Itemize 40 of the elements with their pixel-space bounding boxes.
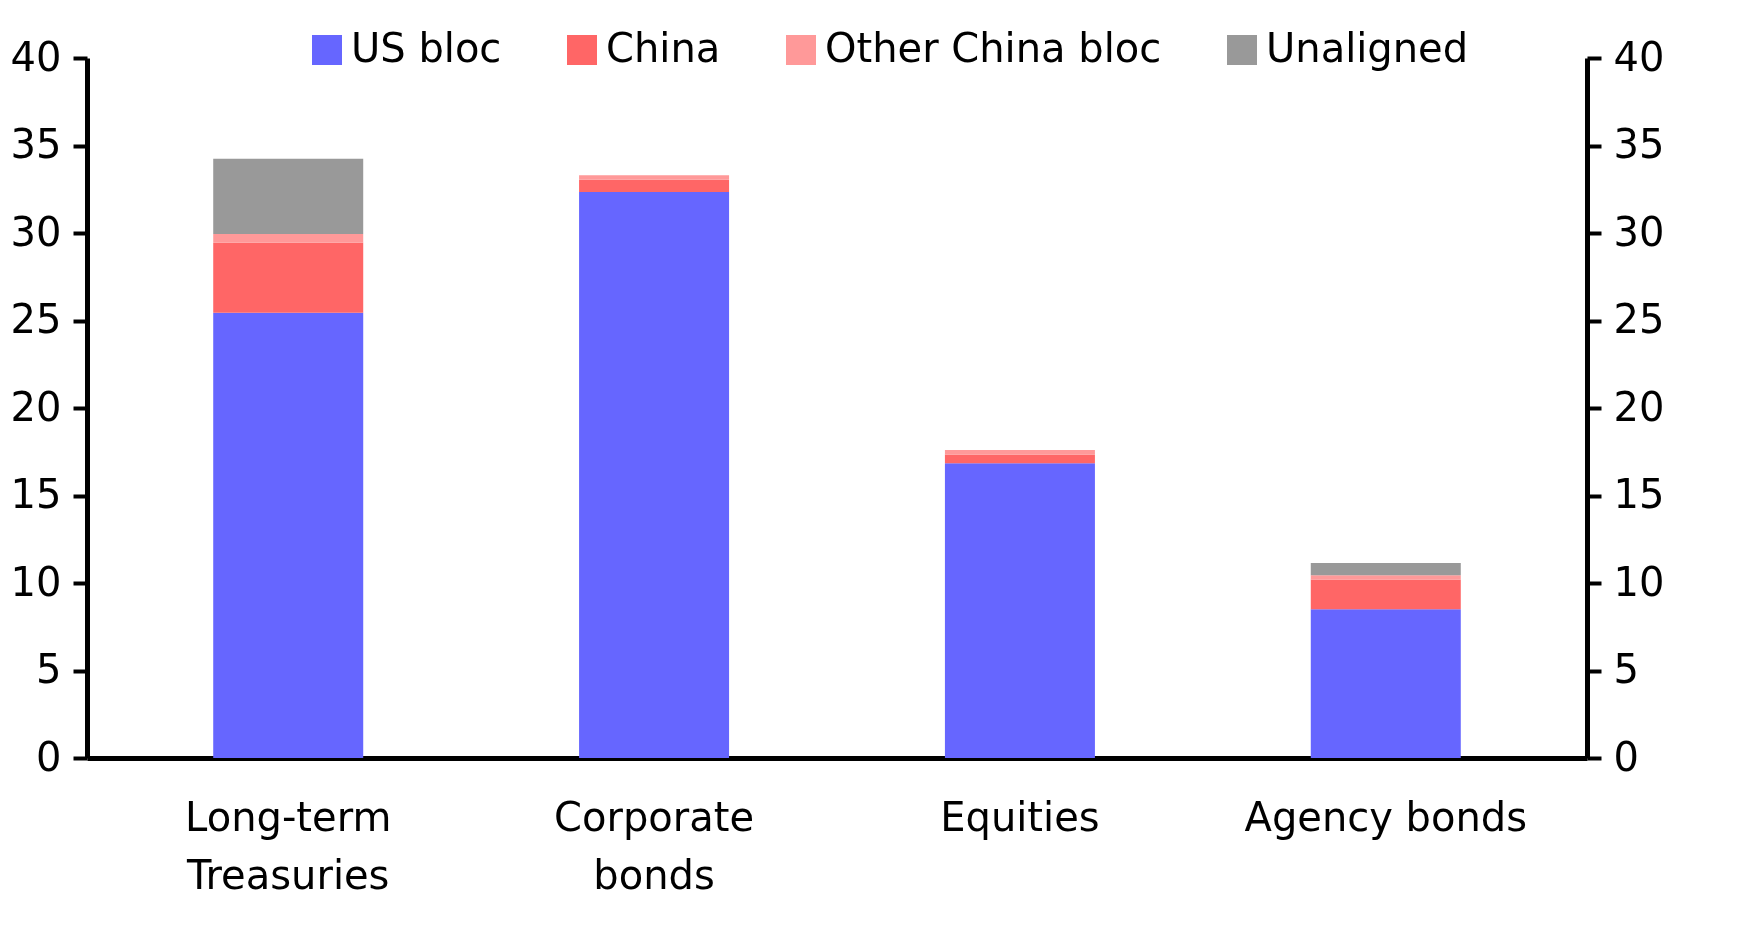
legend-label: Other China bloc <box>825 25 1162 71</box>
x-tick-label: Equities <box>940 793 1100 840</box>
legend-label: Unaligned <box>1266 25 1469 71</box>
y-tick-label: 25 <box>10 296 62 342</box>
bar <box>944 463 1095 758</box>
y2-tick-label: 35 <box>1613 121 1665 167</box>
legend-label: US bloc <box>351 25 502 71</box>
bar <box>213 242 364 313</box>
bar <box>944 450 1095 455</box>
bar <box>944 454 1095 464</box>
legend-label: China <box>606 25 721 71</box>
y2-tick-label: 15 <box>1613 471 1665 517</box>
bar <box>579 191 730 758</box>
bar <box>213 233 364 243</box>
y-tick-label: 10 <box>10 558 62 605</box>
y2-tick-label: 20 <box>1613 383 1665 430</box>
bar <box>1310 609 1461 758</box>
x-tick-label: Agency bonds <box>1244 793 1528 840</box>
bar <box>213 158 364 234</box>
bar <box>213 312 364 758</box>
y-tick-label: 5 <box>36 646 62 692</box>
x-tick-label: Long-term Treasuries <box>185 793 392 898</box>
y2-tick-label: 0 <box>1613 733 1639 780</box>
y-tick-label: 0 <box>36 733 62 780</box>
bar <box>579 175 730 180</box>
y-tick-label: 35 <box>10 121 62 167</box>
y-tick-label: 20 <box>10 383 62 430</box>
bar <box>1310 579 1461 610</box>
y2-tick-label: 30 <box>1613 208 1665 255</box>
y2-tick-label: 40 <box>1613 33 1665 80</box>
y-tick-label: 15 <box>10 471 62 517</box>
y2-tick-label: 5 <box>1613 646 1639 692</box>
x-tick-label: Corporate bonds <box>554 793 755 898</box>
bar <box>579 179 730 192</box>
bar <box>1310 575 1461 580</box>
y-tick-label: 30 <box>10 208 62 255</box>
y-tick-label: 40 <box>10 33 62 80</box>
y2-tick-label: 10 <box>1613 558 1665 605</box>
bar <box>1310 562 1461 576</box>
y2-tick-label: 25 <box>1613 296 1665 342</box>
